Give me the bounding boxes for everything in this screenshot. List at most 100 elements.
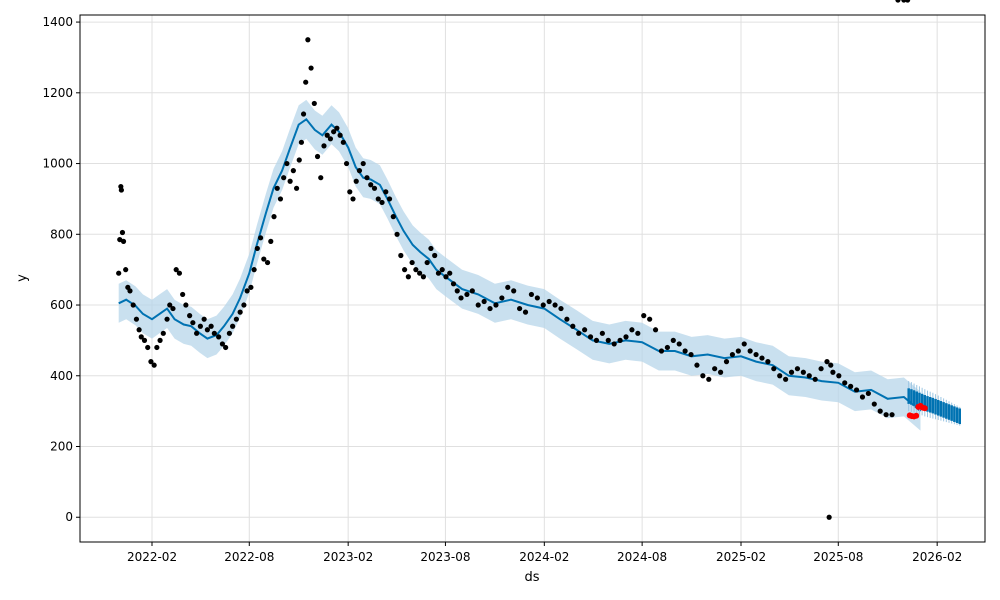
observed-point (712, 366, 718, 372)
observed-point (274, 185, 280, 191)
observed-point (800, 369, 806, 375)
observed-point (735, 348, 741, 354)
observed-point (717, 369, 724, 375)
observed-point (190, 320, 196, 326)
observed-point (398, 252, 404, 259)
observed-point (305, 37, 311, 43)
observed-point (314, 153, 321, 160)
observed-point (237, 309, 243, 315)
observed-point (371, 185, 378, 191)
observed-point (216, 334, 222, 340)
observed-point (706, 376, 712, 382)
observed-point (759, 355, 765, 361)
observed-point (160, 330, 166, 336)
observed-point (183, 302, 189, 308)
y-tick-label: 1400 (42, 15, 73, 29)
observed-point (877, 408, 883, 414)
observed-point (576, 330, 582, 336)
observed-point (443, 274, 449, 280)
observed-point (127, 288, 133, 294)
observed-point (794, 366, 801, 372)
observed-point (337, 132, 343, 138)
test-points-layer (906, 402, 928, 420)
observed-point (747, 348, 753, 354)
observed-point (204, 327, 210, 333)
observed-point (493, 302, 499, 308)
observed-point (883, 412, 889, 418)
observed-point (435, 270, 442, 276)
observed-point (300, 111, 307, 117)
observed-point (830, 369, 836, 375)
observed-point (347, 189, 353, 195)
observed-point (771, 366, 777, 372)
observed-point (464, 291, 470, 298)
observed-point (417, 270, 423, 276)
observed-point (383, 189, 389, 195)
x-tick-label: 2026-02 (912, 550, 962, 564)
observed-point (522, 309, 529, 315)
observed-point (420, 274, 427, 280)
observed-point (233, 316, 239, 322)
observed-point (303, 79, 309, 85)
observed-point (261, 256, 267, 262)
observed-point (138, 334, 144, 340)
observed-point (401, 267, 408, 273)
x-axis-label: ds (524, 570, 539, 585)
observed-point (194, 330, 200, 336)
observed-point (118, 187, 124, 193)
observed-point (676, 341, 682, 347)
observed-point (652, 327, 659, 333)
observed-point (765, 359, 771, 365)
y-axis-label: y (15, 274, 30, 282)
observed-point (167, 302, 173, 308)
observed-point (439, 267, 445, 273)
observed-point (364, 175, 370, 181)
observed-point (254, 245, 260, 252)
grid-x (151, 15, 938, 542)
observed-point (818, 366, 824, 372)
observed-point (318, 175, 324, 181)
observed-point (405, 274, 411, 280)
observed-point (865, 390, 871, 397)
observed-point (447, 270, 453, 276)
x-tick-label: 2023-02 (323, 550, 373, 564)
observed-point (783, 376, 789, 382)
observed-point (375, 196, 381, 202)
observed-point (454, 288, 460, 294)
x-tick-label: 2022-02 (127, 550, 177, 564)
observed-point (136, 327, 142, 333)
observed-point (432, 252, 438, 259)
observed-point (546, 298, 552, 305)
uncertainty-band-layer (118, 99, 921, 431)
observed-point (895, 0, 901, 3)
observed-point (324, 132, 330, 138)
observed-point (853, 387, 860, 393)
observed-point (828, 362, 834, 368)
observed-point (119, 229, 126, 236)
x-tick-label: 2025-02 (716, 550, 766, 564)
observed-point (170, 305, 176, 312)
y-tick-label: 1200 (42, 86, 73, 100)
observed-point (208, 323, 214, 329)
observed-point (390, 214, 396, 220)
observed-point (605, 337, 611, 343)
observed-point (629, 327, 635, 333)
observed-point (394, 231, 400, 237)
observed-point (248, 284, 254, 290)
observed-point (528, 291, 535, 298)
forecast-line (118, 117, 922, 412)
observed-point (287, 178, 293, 184)
observed-point (889, 412, 895, 418)
observed-point (558, 305, 564, 312)
observed-point (180, 291, 186, 298)
observed-point (343, 160, 350, 167)
observed-point (311, 100, 317, 107)
observed-point (700, 373, 706, 379)
observed-point (450, 281, 457, 287)
observed-point (806, 373, 812, 379)
observed-point (296, 157, 302, 163)
observed-point (116, 270, 122, 276)
observed-point (570, 323, 576, 329)
observed-point (658, 348, 665, 354)
plot-background (80, 15, 985, 542)
